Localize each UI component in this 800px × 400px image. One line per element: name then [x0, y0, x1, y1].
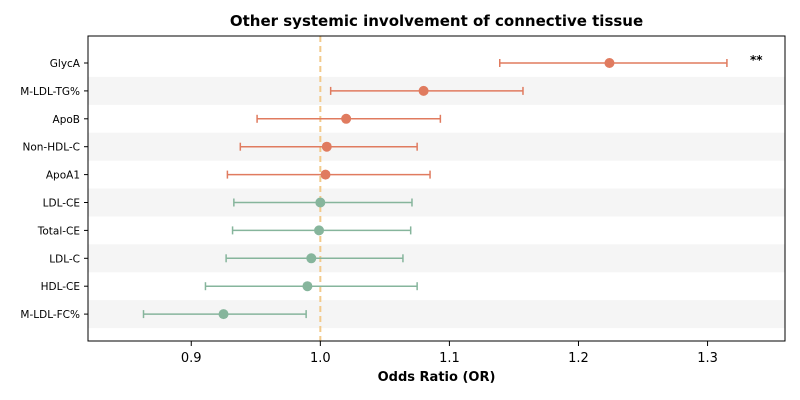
y-tick-label: ApoB	[53, 114, 80, 126]
x-tick-label: 1.3	[697, 351, 718, 366]
annotations: **	[750, 53, 763, 67]
row-band	[88, 132, 785, 161]
point-estimate	[604, 58, 615, 68]
chart-title: Other systemic involvement of connective…	[230, 12, 643, 30]
x-tick-label: 1.2	[568, 351, 589, 366]
point-estimate	[320, 169, 331, 180]
y-axis: GlycA M-LDL-TG% ApoB Non-HDL-C ApoA1 LDL-CE To…	[20, 58, 88, 321]
x-axis-label: Odds Ratio (OR)	[378, 370, 496, 385]
point-estimate	[218, 309, 229, 320]
y-tick-label: M-LDL-TG%	[20, 86, 80, 98]
x-tick-label: 1.1	[439, 351, 460, 366]
point-estimate	[306, 253, 317, 264]
point-estimates	[218, 58, 615, 320]
y-tick-label: Non-HDL-C	[23, 142, 81, 154]
x-tick-label: 0.9	[181, 351, 202, 366]
point-estimate	[315, 197, 326, 208]
row-bands	[88, 76, 785, 329]
point-estimate	[302, 281, 313, 292]
point-estimate	[341, 113, 352, 124]
y-tick-label: Total-CE	[37, 225, 80, 237]
significance-label: **	[750, 53, 763, 67]
point-estimate	[321, 141, 332, 152]
plot-frame	[87, 35, 786, 342]
x-axis: 0.9 1.0 1.1 1.2 1.3	[181, 341, 718, 366]
y-tick-label: LDL-CE	[43, 198, 80, 210]
y-tick-label: M-LDL-FC%	[20, 309, 80, 321]
y-tick-label: GlycA	[50, 58, 81, 70]
row-band	[88, 244, 785, 273]
point-estimate	[418, 85, 429, 96]
point-estimate	[314, 225, 325, 236]
y-tick-label: HDL-CE	[41, 281, 80, 293]
y-tick-label: LDL-C	[49, 253, 80, 265]
x-tick-label: 1.0	[310, 351, 331, 366]
row-band	[88, 188, 785, 217]
y-tick-label: ApoA1	[46, 170, 80, 182]
